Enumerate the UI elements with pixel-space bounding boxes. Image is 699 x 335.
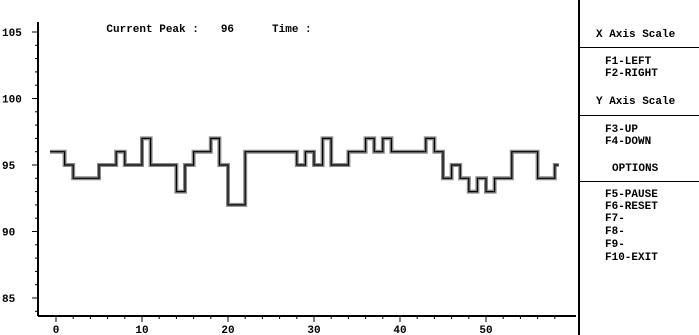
time-label: Time : [272, 24, 312, 36]
f5-pause-option[interactable]: F5-PAUSE [605, 189, 658, 201]
divider [580, 181, 699, 182]
y-tick-label: 95 [2, 161, 16, 173]
status-header: Current Peak : 96 Time : [80, 12, 312, 48]
divider [580, 115, 699, 116]
y-tick-label: 90 [2, 228, 15, 240]
divider [580, 47, 699, 48]
x-tick-label: 0 [53, 325, 60, 335]
f3-up-option[interactable]: F3-UP [605, 124, 639, 136]
f1-left-option[interactable]: F1-LEFT [605, 56, 652, 68]
x-axis-scale-title: X Axis Scale [596, 29, 676, 41]
chart-plot: 85 90 95 100 105 0 10 20 30 40 50 [2, 22, 576, 335]
options-title: OPTIONS [612, 163, 659, 175]
y-tick-label: 105 [2, 28, 22, 40]
y-tick-label: 85 [2, 294, 16, 306]
f4-down-option[interactable]: F4-DOWN [605, 136, 652, 148]
current-peak-label: Current Peak : [106, 24, 199, 36]
f2-right-option[interactable]: F2-RIGHT [605, 68, 658, 80]
series-line [50, 137, 559, 206]
x-tick-label: 50 [479, 325, 492, 335]
sidebar-panel: X Axis Scale F1-LEFT F2-RIGHT Y Axis Sca… [578, 0, 699, 335]
f6-reset-option[interactable]: F6-RESET [605, 201, 658, 213]
x-tick-label: 40 [393, 325, 406, 335]
series-line-shadow [50, 136, 559, 207]
f9-option[interactable]: F9- [605, 239, 625, 251]
x-tick-label: 10 [135, 325, 148, 335]
f8-option[interactable]: F8- [605, 226, 625, 238]
y-axis-scale-title: Y Axis Scale [596, 96, 676, 108]
chart-axes: 85 90 95 100 105 0 10 20 30 40 50 [2, 22, 576, 335]
x-tick-label: 30 [307, 325, 320, 335]
f10-exit-option[interactable]: F10-EXIT [605, 252, 658, 264]
chart-series [50, 136, 559, 207]
current-peak-value: 96 [220, 24, 235, 36]
f7-option[interactable]: F7- [605, 213, 625, 225]
y-tick-label: 100 [2, 95, 22, 107]
x-tick-label: 20 [221, 325, 234, 335]
